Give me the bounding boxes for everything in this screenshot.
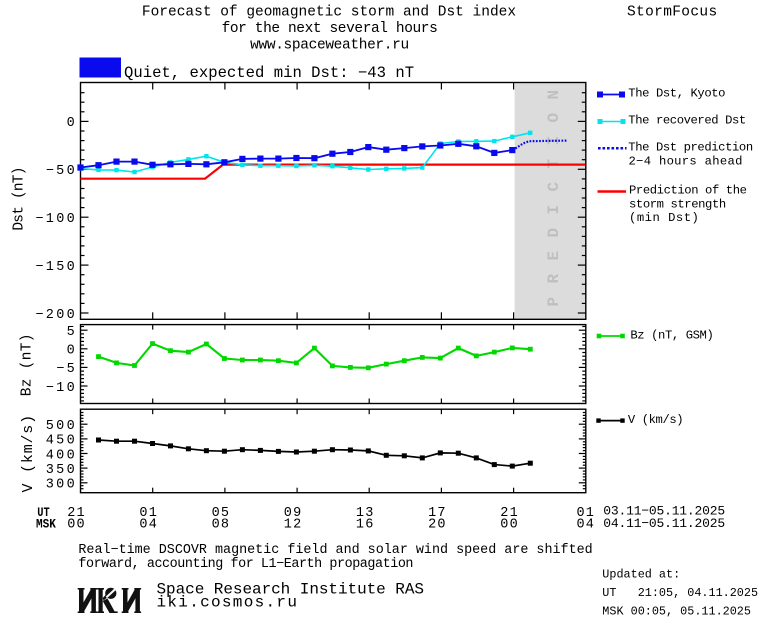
svg-text:0: 0 — [67, 116, 77, 131]
svg-text:www.spaceweather.ru: www.spaceweather.ru — [250, 37, 409, 53]
svg-text:00: 00 — [67, 518, 86, 533]
svg-text:17: 17 — [428, 506, 447, 521]
svg-text:Updated at:: Updated at: — [602, 567, 680, 581]
svg-text:450: 450 — [46, 434, 77, 449]
svg-text:UT 21:05, 04.11.2025: UT 21:05, 04.11.2025 — [602, 586, 758, 600]
svg-text:350: 350 — [46, 463, 77, 478]
svg-text:04.11−05.11.2025: 04.11−05.11.2025 — [603, 516, 725, 531]
svg-text:MSK: MSK — [36, 517, 57, 532]
svg-text:04: 04 — [139, 518, 158, 533]
svg-text:2−4 hours ahead: 2−4 hours ahead — [629, 155, 743, 169]
svg-text:300: 300 — [46, 478, 77, 493]
svg-text:400: 400 — [46, 448, 77, 463]
svg-text:storm strength: storm strength — [629, 197, 726, 211]
svg-text:The Dst prediction: The Dst prediction — [628, 141, 753, 155]
svg-text:Bz (nT): Bz (nT) — [20, 333, 36, 396]
svg-text:UT: UT — [37, 505, 49, 520]
svg-text:08: 08 — [212, 518, 231, 533]
svg-text:13: 13 — [356, 506, 375, 521]
svg-text:21: 21 — [500, 506, 519, 521]
svg-text:iki.cosmos.ru: iki.cosmos.ru — [157, 594, 299, 612]
svg-text:16: 16 — [356, 518, 375, 533]
svg-text:−5: −5 — [56, 362, 77, 377]
svg-text:The Dst, Kyoto: The Dst, Kyoto — [628, 87, 725, 101]
svg-text:StormFocus: StormFocus — [627, 5, 718, 21]
svg-text:01: 01 — [576, 506, 595, 521]
svg-text:MSK 00:05, 05.11.2025: MSK 00:05, 05.11.2025 — [602, 604, 751, 618]
svg-text:12: 12 — [284, 518, 303, 533]
svg-text:Space Research Institute RAS: Space Research Institute RAS — [157, 581, 424, 599]
svg-text:Prediction of the: Prediction of the — [629, 184, 747, 198]
svg-text:(min Dst): (min Dst) — [629, 211, 699, 225]
svg-text:20: 20 — [428, 518, 447, 533]
svg-text:V (km/s): V (km/s) — [628, 413, 683, 427]
svg-text:04: 04 — [576, 518, 595, 533]
svg-text:forward, accounting for L1−Ear: forward, accounting for L1−Earth propaga… — [78, 557, 413, 572]
svg-text:−50: −50 — [46, 164, 77, 179]
svg-text:PREDICTION: PREDICTION — [545, 76, 563, 306]
svg-text:21: 21 — [67, 506, 86, 521]
svg-text:00: 00 — [500, 518, 519, 533]
svg-text:03.11−05.11.2025: 03.11−05.11.2025 — [603, 504, 725, 519]
svg-text:500: 500 — [46, 419, 77, 434]
svg-text:−100: −100 — [35, 212, 77, 227]
svg-text:05: 05 — [212, 506, 231, 521]
svg-text:09: 09 — [284, 506, 303, 521]
svg-text:Dst (nT): Dst (nT) — [12, 167, 28, 230]
svg-text:−150: −150 — [35, 260, 77, 275]
svg-text:The recovered Dst: The recovered Dst — [628, 114, 746, 128]
svg-text:Bz (nT, GSM): Bz (nT, GSM) — [630, 328, 713, 342]
svg-text:−200: −200 — [35, 308, 77, 323]
svg-text:Quiet, expected min Dst: −43 n: Quiet, expected min Dst: −43 nT — [124, 64, 414, 82]
svg-text:01: 01 — [139, 506, 158, 521]
svg-text:for the next several hours: for the next several hours — [222, 21, 438, 37]
svg-text:0: 0 — [67, 344, 77, 359]
svg-text:Real−time DSCOVR magnetic fiel: Real−time DSCOVR magnetic field and sola… — [78, 543, 592, 558]
svg-text:Forecast of geomagnetic storm: Forecast of geomagnetic storm and Dst in… — [142, 5, 516, 21]
svg-text:5: 5 — [67, 325, 77, 340]
svg-text:V (km/s): V (km/s) — [20, 414, 37, 492]
svg-text:−10: −10 — [46, 381, 77, 396]
